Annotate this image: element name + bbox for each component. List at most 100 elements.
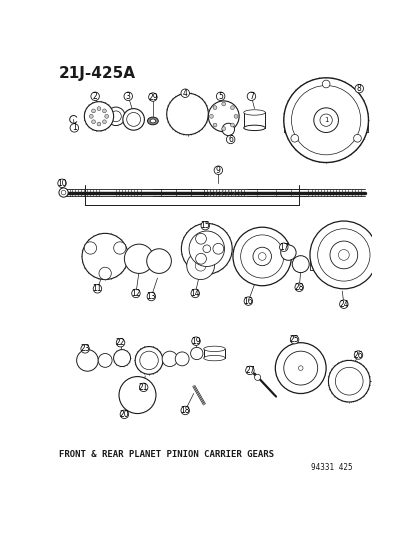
Text: 16: 16 — [243, 297, 253, 305]
Text: 15: 15 — [200, 221, 209, 230]
Circle shape — [353, 134, 361, 142]
Circle shape — [98, 353, 112, 367]
Circle shape — [113, 350, 130, 367]
Circle shape — [102, 109, 106, 113]
Circle shape — [201, 221, 209, 230]
Circle shape — [190, 348, 202, 360]
Circle shape — [114, 242, 126, 254]
Text: 20: 20 — [119, 410, 129, 419]
Text: FRONT & REAR PLANET PINION CARRIER GEARS: FRONT & REAR PLANET PINION CARRIER GEARS — [59, 450, 273, 459]
Circle shape — [221, 102, 225, 106]
Text: 29: 29 — [148, 93, 157, 102]
Circle shape — [146, 249, 171, 273]
Text: 21J-425A: 21J-425A — [59, 66, 135, 80]
Text: 23: 23 — [80, 344, 90, 353]
Text: 26: 26 — [353, 351, 363, 360]
Circle shape — [70, 124, 78, 132]
Text: 24: 24 — [338, 300, 348, 309]
Circle shape — [208, 101, 239, 132]
Circle shape — [91, 92, 99, 101]
Circle shape — [180, 89, 189, 98]
Circle shape — [354, 351, 362, 359]
Text: 19: 19 — [191, 337, 200, 346]
Text: 17: 17 — [278, 243, 288, 252]
Ellipse shape — [150, 119, 155, 123]
Circle shape — [81, 345, 89, 353]
Circle shape — [116, 338, 124, 347]
Circle shape — [212, 244, 223, 254]
Circle shape — [195, 233, 206, 244]
Text: 6: 6 — [228, 135, 233, 144]
Text: 5: 5 — [218, 92, 223, 101]
Text: 21: 21 — [138, 383, 148, 392]
Text: 2: 2 — [93, 92, 97, 101]
Circle shape — [234, 115, 237, 118]
Circle shape — [230, 123, 234, 127]
Circle shape — [275, 343, 325, 393]
Circle shape — [213, 123, 216, 127]
Circle shape — [290, 335, 298, 344]
Circle shape — [131, 289, 140, 297]
Circle shape — [195, 253, 206, 264]
Circle shape — [190, 289, 199, 297]
Circle shape — [226, 135, 234, 144]
Ellipse shape — [243, 110, 265, 115]
Text: 8: 8 — [356, 84, 361, 93]
Text: 10: 10 — [57, 179, 66, 188]
Circle shape — [245, 366, 254, 375]
Circle shape — [294, 283, 303, 292]
Circle shape — [104, 115, 108, 118]
Circle shape — [82, 233, 128, 280]
Circle shape — [97, 107, 101, 110]
Circle shape — [123, 109, 144, 130]
Ellipse shape — [147, 117, 158, 125]
Text: 94331 425: 94331 425 — [310, 463, 351, 472]
Circle shape — [102, 120, 106, 124]
Circle shape — [214, 166, 222, 174]
Ellipse shape — [203, 356, 225, 361]
Text: 18: 18 — [180, 406, 190, 415]
Circle shape — [321, 80, 329, 88]
Circle shape — [91, 109, 95, 113]
Circle shape — [166, 93, 208, 135]
Circle shape — [148, 93, 157, 101]
Text: 22: 22 — [116, 338, 125, 347]
Circle shape — [279, 243, 287, 252]
Circle shape — [186, 252, 214, 280]
Circle shape — [309, 221, 377, 289]
Text: 11: 11 — [93, 284, 102, 293]
Bar — [203, 349, 225, 358]
Circle shape — [254, 374, 260, 381]
Circle shape — [209, 115, 213, 118]
Circle shape — [180, 406, 189, 415]
Circle shape — [162, 351, 177, 367]
Text: 25: 25 — [289, 335, 299, 344]
Circle shape — [89, 115, 93, 118]
Circle shape — [221, 127, 225, 131]
Circle shape — [189, 231, 224, 266]
Bar — [243, 112, 265, 128]
Text: 1: 1 — [323, 117, 328, 123]
Circle shape — [292, 256, 309, 273]
Circle shape — [213, 106, 216, 110]
Circle shape — [328, 360, 369, 402]
Circle shape — [91, 120, 95, 124]
Text: 1: 1 — [72, 123, 76, 132]
Text: 13: 13 — [146, 292, 156, 301]
Circle shape — [247, 92, 255, 101]
Circle shape — [119, 377, 156, 414]
Circle shape — [181, 223, 232, 274]
Circle shape — [124, 244, 153, 273]
Circle shape — [97, 122, 101, 126]
Circle shape — [147, 292, 155, 301]
Circle shape — [84, 242, 96, 254]
Circle shape — [124, 92, 132, 101]
Ellipse shape — [203, 346, 225, 352]
Circle shape — [93, 285, 102, 293]
Text: 28: 28 — [294, 283, 303, 292]
Circle shape — [135, 346, 162, 374]
Circle shape — [339, 300, 347, 309]
Circle shape — [244, 297, 252, 305]
Circle shape — [233, 227, 291, 286]
Circle shape — [139, 383, 147, 392]
